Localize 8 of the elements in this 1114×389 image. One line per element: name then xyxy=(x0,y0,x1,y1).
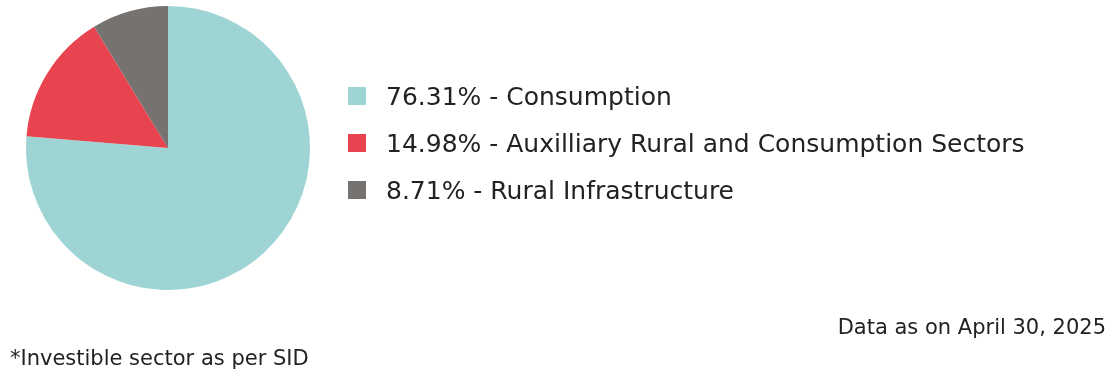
legend-label: 8.71% - Rural Infrastructure xyxy=(386,176,734,205)
legend-label: 14.98% - Auxilliary Rural and Consumption Sectors xyxy=(386,129,1025,158)
pie-slice xyxy=(26,6,310,290)
pie-slice xyxy=(26,26,168,148)
legend-label: 76.31% - Consumption xyxy=(386,82,672,111)
text: *Investible sector as per SID xyxy=(10,346,309,370)
text: Data as on April 30, 2025 xyxy=(837,315,1106,339)
pie-slice xyxy=(94,6,168,148)
